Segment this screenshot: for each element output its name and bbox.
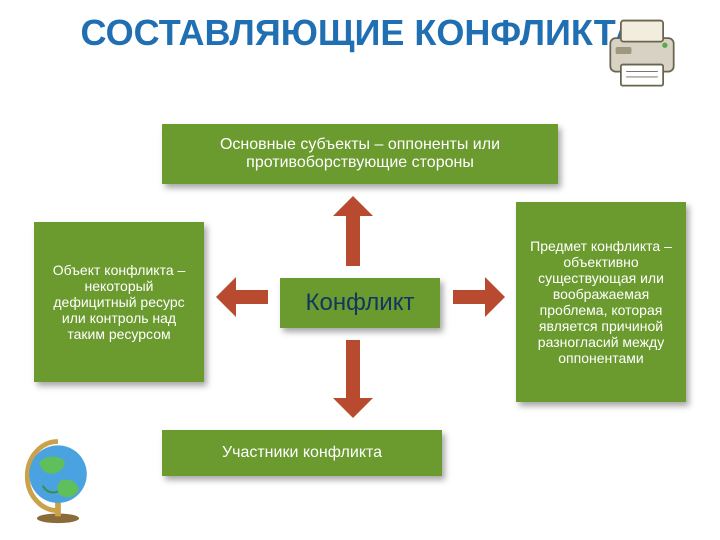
node-bottom: Участники конфликта [162,430,442,476]
node-right: Предмет конфликта – объективно существую… [516,202,686,402]
node-right-label: Предмет конфликта – объективно существую… [526,238,676,366]
arrow-right-icon [453,277,505,317]
printer-icon [598,10,686,98]
node-top: Основные субъекты – оппоненты или против… [162,124,558,184]
arrow-up-icon [333,196,373,266]
center-node-label: Конфликт [306,289,415,317]
arrow-down-icon [333,340,373,418]
node-left: Объект конфликта – некоторый дефицитный … [34,222,204,382]
globe-icon [10,430,106,526]
arrow-left-icon [216,277,268,317]
center-node: Конфликт [280,278,440,328]
node-bottom-label: Участники конфликта [222,444,382,462]
node-top-label: Основные субъекты – оппоненты или против… [172,136,548,172]
node-left-label: Объект конфликта – некоторый дефицитный … [44,262,194,342]
